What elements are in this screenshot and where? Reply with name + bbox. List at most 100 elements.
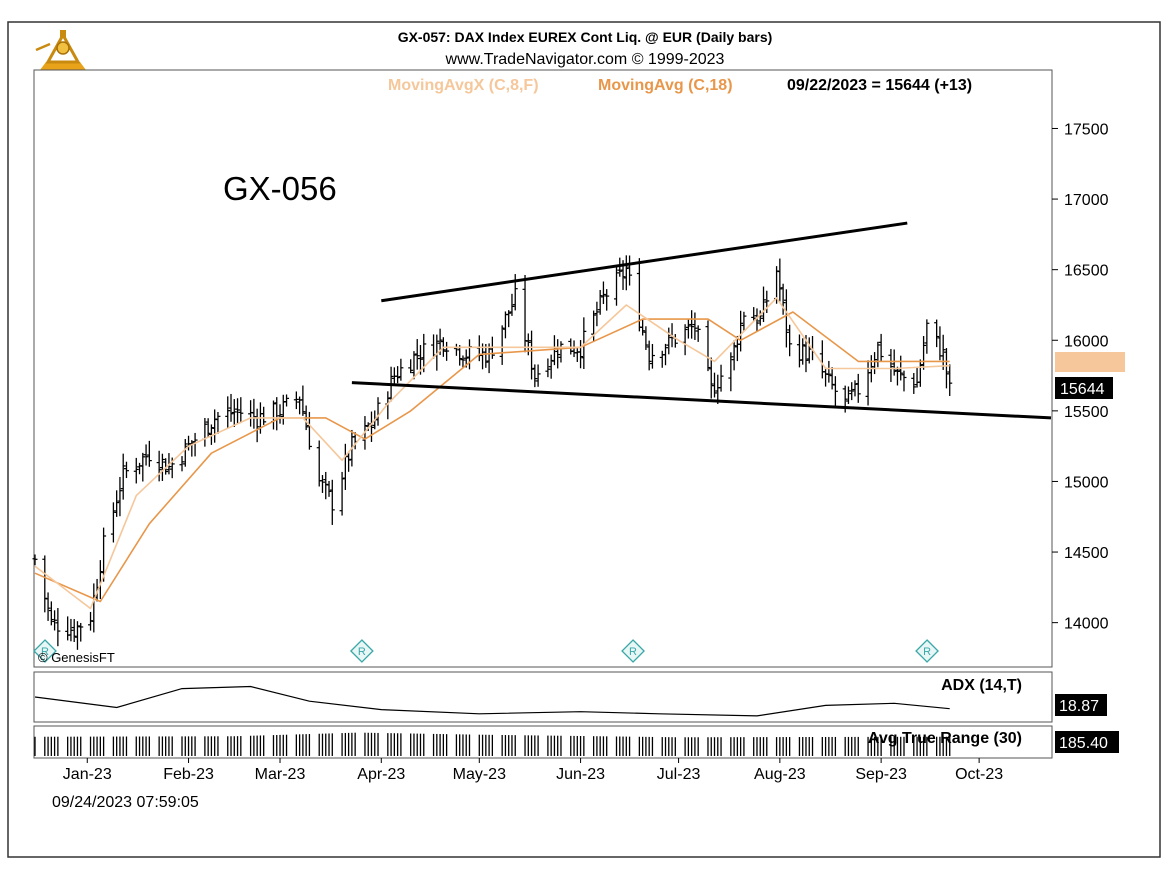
ohlc-bar (627, 255, 633, 286)
ohlc-bar (911, 373, 917, 394)
ohlc-bar (208, 424, 214, 445)
ohlc-bar (78, 622, 84, 642)
ohlc-bar (764, 290, 770, 314)
ohlc-bar (251, 398, 257, 429)
ohlc-bar (943, 348, 949, 389)
ohlc-bar (940, 334, 946, 370)
x-tick-label: Apr-23 (357, 766, 405, 783)
ohlc-bar (414, 339, 420, 370)
ohlc-bar (754, 308, 760, 332)
ohlc-bar (192, 432, 198, 457)
ohlc-bar (293, 391, 299, 410)
ohlc-bar (783, 289, 789, 348)
ohlc-bar (74, 621, 80, 650)
ohlc-bar (532, 364, 538, 388)
adx-panel (33, 671, 1053, 723)
ohlc-bar (741, 311, 747, 331)
ohlc-bar (555, 339, 561, 369)
ohlc-bar (689, 310, 695, 339)
ohlc-bar (235, 398, 241, 424)
ohlc-bar (114, 490, 120, 517)
ohlc-bar (457, 345, 463, 366)
sma-line (34, 311, 950, 603)
y-tick-label: 14000 (1064, 616, 1109, 633)
ohlc-bar (594, 301, 600, 327)
ohlc-bar (712, 372, 718, 398)
adx-series-line (34, 685, 950, 717)
ohlc-bar (238, 397, 244, 424)
ohlc-bar (787, 324, 793, 357)
event-marker-icon: R (621, 639, 645, 663)
ohlc-bar (179, 456, 185, 472)
ohlc-bar (300, 385, 306, 416)
y-tick-label: 14500 (1064, 545, 1109, 562)
ohlc-bar (708, 357, 714, 399)
ohlc-bar (891, 349, 897, 376)
ohlc-bar (163, 458, 169, 475)
ohlc-bar (319, 475, 325, 493)
ohlc-bar (685, 318, 691, 339)
ohlc-bar (143, 444, 149, 466)
ohlc-bar (894, 366, 900, 386)
event-marker-glyph: R (629, 646, 637, 658)
adx-value: 18.87 (1059, 698, 1099, 715)
price-panel (33, 69, 1053, 668)
ohlc-bar (780, 283, 786, 315)
trendline (381, 221, 908, 303)
ohlc-bar (277, 404, 283, 424)
x-tick-label: Jun-23 (556, 766, 605, 783)
y-tick-label: 15500 (1064, 404, 1109, 421)
event-marker-glyph: R (923, 646, 931, 658)
ohlc-bar (849, 382, 855, 401)
ohlc-bar (600, 281, 606, 305)
adx-value-tag (1055, 694, 1107, 716)
ohlc-bar (375, 397, 381, 426)
ohlc-bar (231, 399, 237, 427)
y-tick-label: 17500 (1064, 121, 1109, 138)
y-tick-label: 15000 (1064, 474, 1109, 491)
trendline (351, 381, 1052, 420)
trendlines (351, 221, 1052, 420)
ohlc-bar (506, 310, 512, 328)
ohlc-bar (617, 257, 623, 277)
ohlc-bar (597, 289, 603, 315)
ohlc-bar (52, 610, 58, 631)
ohlc-bar (581, 317, 587, 370)
ohlc-bar (48, 601, 54, 626)
ohlc-bar (123, 461, 129, 479)
ohlc-bar (408, 359, 414, 374)
event-marker-glyph: R (358, 646, 366, 658)
ohlc-bar (32, 554, 38, 566)
ohlc-bar (346, 451, 352, 472)
ohlc-bar (917, 359, 923, 387)
ohlc-bar (261, 406, 267, 425)
ohlc-bar (205, 418, 211, 438)
ohlc-bar (852, 380, 858, 397)
ohlc-bar (159, 453, 165, 481)
ohlc-bar (545, 358, 551, 378)
atr-label: Avg True Range (30) (868, 730, 1022, 747)
ohlc-bar (529, 330, 535, 380)
ohlc-bar (225, 396, 231, 428)
website-credit: www.TradeNavigator.com © 1999-2023 (445, 51, 725, 68)
x-tick-label: Oct-23 (955, 766, 1003, 783)
ohlc-bar (499, 325, 505, 365)
x-tick-label: Aug-23 (754, 766, 806, 783)
ohlc-bar (133, 457, 139, 484)
ohlc-bar (728, 352, 734, 392)
ohlc-bar (640, 319, 646, 336)
atr-value: 185.40 (1059, 735, 1108, 752)
last-value-readout: 09/22/2023 = 15644 (+13) (787, 77, 972, 94)
ohlc-bar (68, 618, 74, 642)
x-tick-label: Sep-23 (855, 766, 907, 783)
chart-frame (7, 21, 1161, 858)
ohlc-bar (140, 452, 146, 482)
ohlc-bar (731, 340, 737, 371)
ohlc-bar (117, 476, 123, 517)
ohlc-bar (215, 411, 221, 434)
ohlc-bar (329, 479, 335, 525)
event-marker-icon: R (915, 639, 939, 663)
ohlc-bar (643, 326, 649, 350)
